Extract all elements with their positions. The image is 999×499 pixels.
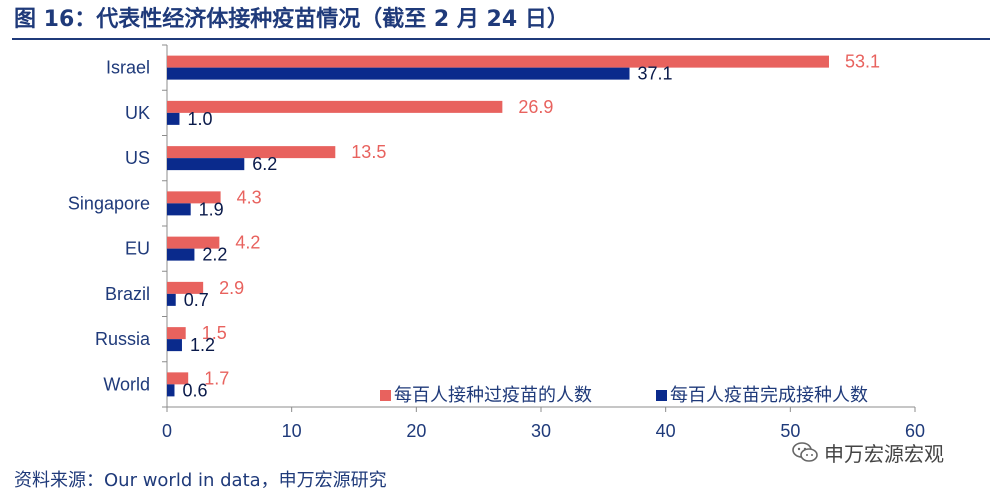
category-label: US [125, 148, 150, 168]
x-tick-label: 0 [162, 421, 172, 441]
data-label: 0.7 [184, 290, 209, 310]
category-label: Israel [106, 58, 150, 78]
title-underline [12, 38, 990, 40]
bar-vaccinated [167, 372, 189, 385]
bar-vaccinated [167, 100, 503, 113]
data-label: 53.1 [845, 52, 880, 72]
legend-swatch-vaccinated [380, 390, 391, 401]
x-tick-label: 10 [282, 421, 302, 441]
category-label: EU [125, 239, 150, 259]
wechat-icon [792, 442, 818, 462]
data-label: 4.3 [237, 187, 262, 207]
data-label: 26.9 [518, 97, 553, 117]
category-label: Russia [95, 329, 151, 349]
bar-fully-vaccinated [167, 248, 195, 261]
data-label: 1.9 [199, 199, 224, 219]
x-tick-label: 20 [406, 421, 426, 441]
figure-title: 图 16：代表性经济体接种疫苗情况（截至 2 月 24 日） [14, 7, 569, 32]
bar-vaccinated [167, 55, 829, 68]
bar-vaccinated [167, 146, 336, 159]
data-label: 37.1 [638, 64, 673, 84]
watermark-label: 申万宏源宏观 [824, 441, 944, 466]
legend-label: 每百人接种过疫苗的人数 [394, 385, 592, 405]
source-note: 资料来源：Our world in data，申万宏源研究 [14, 470, 387, 491]
bar-vaccinated [167, 281, 204, 294]
bar-fully-vaccinated [167, 339, 182, 352]
data-label: 4.2 [235, 233, 260, 253]
x-tick-label: 40 [656, 421, 676, 441]
bar-fully-vaccinated [167, 384, 175, 397]
data-label: 0.6 [182, 380, 207, 400]
data-label: 1.0 [187, 109, 212, 129]
category-label: World [103, 374, 150, 394]
x-tick-label: 60 [905, 421, 925, 441]
x-tick-label: 30 [531, 421, 551, 441]
data-label: 6.2 [252, 154, 277, 174]
data-label: 2.9 [219, 278, 244, 298]
data-label: 2.2 [202, 245, 227, 265]
bar-fully-vaccinated [167, 112, 180, 125]
bar-fully-vaccinated [167, 158, 245, 171]
data-label: 1.2 [190, 335, 215, 355]
legend-swatch-fully-vaccinated [656, 390, 667, 401]
category-label: Singapore [68, 193, 150, 213]
bar-vaccinated [167, 191, 221, 204]
bar-vaccinated [167, 327, 186, 340]
bar-fully-vaccinated [167, 67, 630, 80]
category-label: UK [125, 103, 150, 123]
category-label: Brazil [105, 284, 150, 304]
bar-fully-vaccinated [167, 293, 176, 306]
bar-vaccinated [167, 236, 220, 249]
watermark: 申万宏源宏观 [792, 438, 944, 466]
x-tick-label: 50 [780, 421, 800, 441]
data-label: 1.5 [202, 323, 227, 343]
data-label: 13.5 [351, 142, 386, 162]
bar-fully-vaccinated [167, 203, 191, 216]
data-label: 1.7 [204, 368, 229, 388]
legend-label: 每百人疫苗完成接种人数 [670, 385, 868, 405]
